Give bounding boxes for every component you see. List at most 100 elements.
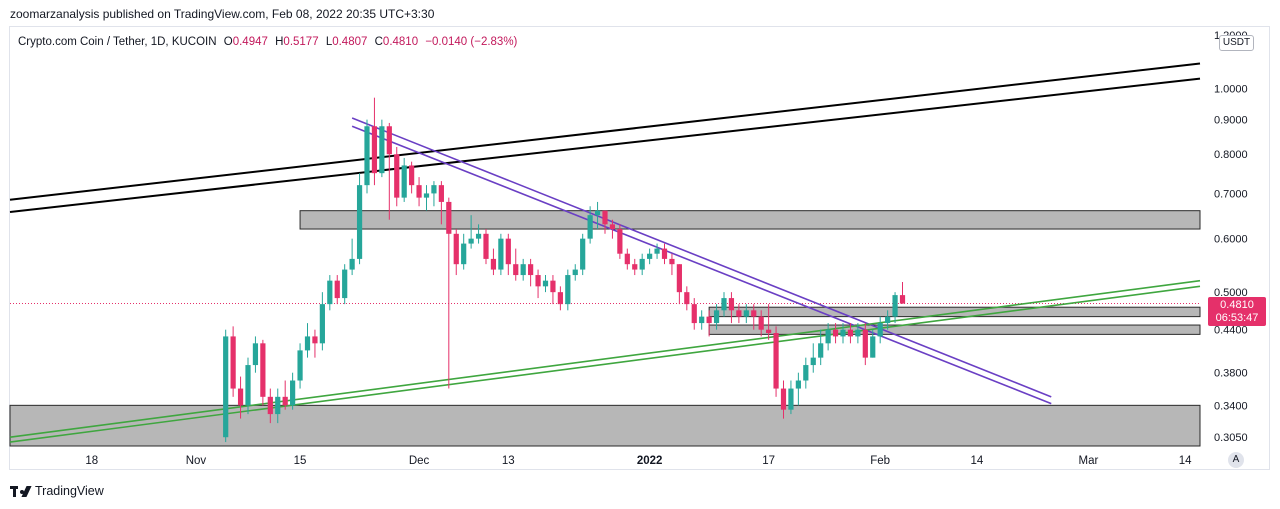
candle-body (721, 298, 727, 311)
candle (818, 329, 824, 366)
candle (334, 275, 340, 305)
zone-box-2 (708, 324, 1201, 335)
candle-body (394, 154, 400, 198)
tradingview-brand[interactable]: TradingView (10, 484, 104, 498)
candle-body (684, 292, 690, 305)
price-tick-label: 0.3800 (1214, 368, 1248, 380)
candle-body (594, 210, 601, 216)
candles-layer (223, 97, 906, 443)
candle (766, 304, 772, 340)
candle-body (758, 316, 764, 330)
candle (379, 119, 385, 178)
candle (594, 201, 601, 230)
candle-body (535, 275, 541, 287)
candle-body (364, 126, 370, 186)
candle (505, 233, 511, 276)
candle (654, 243, 660, 259)
candle-body (870, 336, 876, 358)
candle (416, 177, 422, 207)
candle (468, 215, 474, 249)
candle-body (788, 388, 794, 410)
candle (691, 298, 697, 330)
candle-body (766, 329, 772, 334)
candle (342, 264, 348, 305)
candle-body (617, 229, 623, 254)
candle-body (319, 304, 325, 344)
close-label: C (374, 36, 383, 48)
candle-body (706, 316, 712, 324)
candle-body (885, 316, 891, 324)
candle (401, 157, 407, 202)
trendlines-layer (9, 62, 1201, 443)
time-tick-label: Mar (1079, 455, 1099, 467)
candle-body (832, 329, 839, 337)
candle-body (602, 210, 608, 225)
candle-body (818, 343, 824, 358)
zone-box-1 (708, 306, 1201, 318)
candle (230, 326, 236, 397)
low-value: 0.4807 (332, 36, 368, 48)
candle-body (892, 295, 898, 317)
publish-info: zoomarzanalysis published on TradingView… (10, 7, 435, 21)
time-tick-label: Dec (409, 455, 430, 467)
candle-body (691, 304, 697, 324)
candle (892, 292, 898, 324)
currency-button[interactable]: USDT (1219, 35, 1254, 51)
candle-body (632, 264, 638, 270)
trendline-4 (9, 285, 1201, 443)
time-tick-label: Nov (186, 455, 207, 467)
candle (431, 181, 437, 207)
candle-body (223, 336, 229, 438)
candle-body (587, 215, 593, 239)
candle (840, 323, 846, 344)
time-axis: 18 Nov 15 Dec 13 2022 17 Feb 14 Mar 14 (85, 455, 1192, 467)
candle-body (275, 396, 281, 415)
candle-body (810, 357, 816, 366)
candle-body (453, 233, 459, 265)
candle (758, 310, 764, 337)
candle-body (899, 295, 906, 304)
last-price-tag: 0.4810 06:53:47 (1208, 297, 1266, 326)
candle (260, 339, 266, 406)
symbol-name: Crypto.com Coin / Tether, 1D, KUCOIN (18, 36, 217, 48)
candle-body (505, 238, 511, 265)
candle (409, 161, 415, 194)
candle-body (825, 329, 831, 344)
candle-body (654, 248, 660, 254)
candle-body (877, 323, 883, 337)
candle (713, 304, 720, 330)
candle (862, 323, 868, 366)
candle-body (297, 350, 303, 381)
auto-scale-button[interactable]: A (1228, 452, 1244, 468)
open-value: 0.4947 (232, 36, 268, 48)
candle (528, 258, 534, 287)
candle-body (855, 329, 861, 337)
brand-name: TradingView (35, 484, 104, 498)
candle-body (699, 316, 705, 324)
high-value: 0.5177 (283, 36, 319, 48)
candle (788, 380, 794, 415)
time-tick-label: 18 (85, 455, 98, 467)
candle (632, 258, 638, 276)
candle (743, 304, 749, 324)
candle (721, 292, 727, 317)
candle (699, 310, 705, 330)
chart-frame[interactable] (9, 26, 1270, 470)
candle-body (312, 336, 318, 344)
candle (490, 248, 497, 276)
candle-body (572, 269, 578, 276)
candle (855, 323, 861, 344)
price-tick-label: 0.4400 (1214, 325, 1248, 337)
candle-body (624, 253, 630, 265)
candle (557, 286, 563, 311)
close-value: 0.4810 (382, 36, 419, 48)
zones-layer (9, 210, 1201, 447)
candle (319, 292, 325, 351)
candle (647, 248, 653, 265)
zone-box-0 (299, 210, 1201, 230)
candle-body (401, 165, 407, 198)
candle-body (713, 310, 720, 324)
candle (453, 229, 459, 276)
candle-body (446, 201, 452, 234)
